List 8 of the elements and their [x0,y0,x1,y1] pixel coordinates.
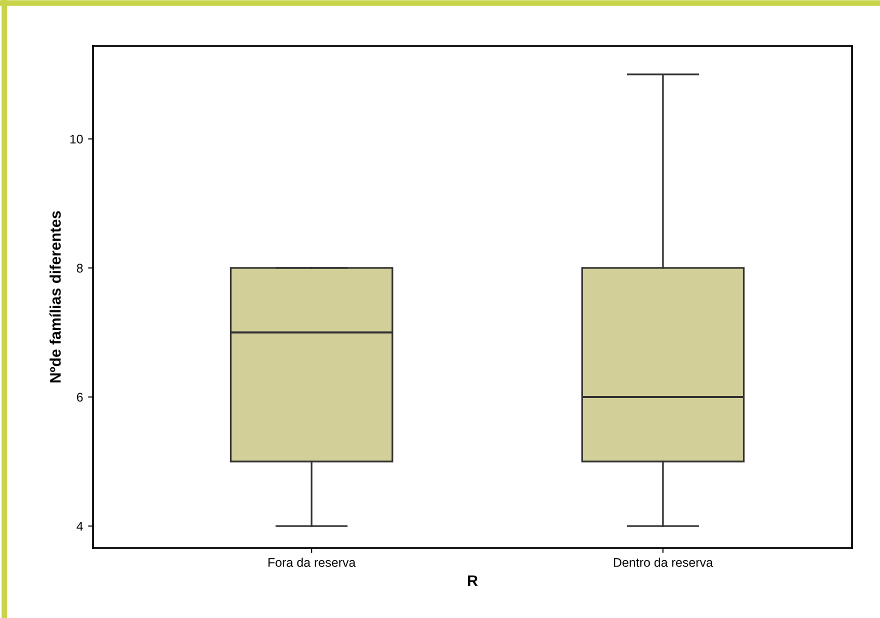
y-tick-label: 6 [76,392,83,402]
x-axis-title: R [468,575,478,586]
y-tick-label: 10 [70,134,83,144]
y-tick-label: 8 [76,264,83,273]
x-tick-label: Dentro da reserva [614,558,713,567]
x-tick-label: Fora da reserva [268,558,356,567]
y-tick-label: 4 [76,522,83,531]
y-axis-title: Nºde famílias diferentes [49,211,61,382]
